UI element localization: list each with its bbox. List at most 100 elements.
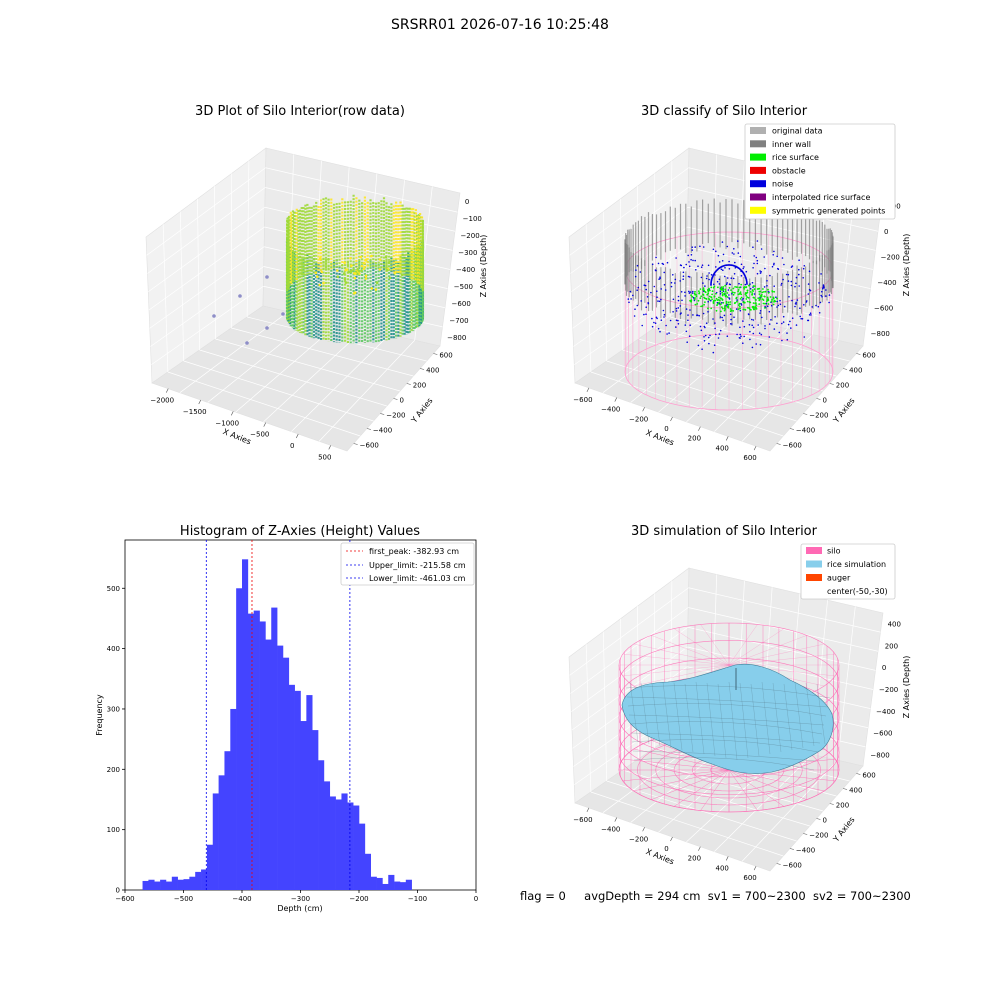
noise-point [773,263,775,266]
noise-point [764,325,766,327]
rice-surface-point [749,291,752,293]
noise-point [803,265,806,267]
xtick-label: 0 [664,845,668,853]
noise-point [684,295,686,297]
noise-point [697,344,700,347]
noise-point [687,275,690,278]
xtick-mark [614,397,618,402]
rice-surface-point [716,304,718,307]
noise-point [749,338,751,341]
noise-point [803,304,805,306]
ytick-mark [406,383,411,385]
grid-line [291,334,390,432]
xtick-mark [642,827,645,832]
ytick-mark [789,848,795,850]
noise-point [698,314,700,317]
rice-surface-point [752,285,755,287]
rice-surface-point [750,309,752,311]
noise-point [760,271,762,273]
noise-point [780,282,783,285]
ztick-label: −600 [874,304,893,312]
hist-bar [259,621,266,890]
grid-line [214,186,216,340]
noise-point [656,296,658,299]
noise-point [756,259,759,262]
hist-xtick-label: −600 [115,895,134,903]
rice-surface-point [700,305,702,308]
hist-ytick-label: 0 [116,887,120,895]
noise-point [743,266,745,268]
hist-bar [247,613,254,890]
noise-point [715,333,717,336]
noise-point [809,289,812,292]
plot2-legend-box [744,123,896,220]
noise-point [674,278,677,281]
noise-point [645,288,647,291]
noise-point [675,310,678,312]
hist-bar [312,730,319,890]
plot1-xlabel: X Axies [222,427,253,446]
noise-point [739,309,742,312]
noise-point [742,267,744,270]
surface-mesh [625,685,831,699]
rice-surface-point [717,286,719,289]
hist-bar [165,881,173,890]
xtick-mark [614,817,618,822]
legend-lower-limit: Lower_limit: -461.03 cm [369,574,466,583]
rice-surface-point [747,296,750,299]
ytick-mark [856,773,861,775]
hist-ytick-label: 400 [107,645,120,653]
xtick-label: 500 [318,453,331,461]
rice-point [343,261,347,265]
xtick-mark [670,836,673,842]
silo-floor-spoke [633,769,730,792]
rice-point [318,257,322,260]
noise-point [759,272,762,274]
surface-mesh [783,683,793,751]
grid-line [606,780,797,842]
legend-swatch [750,140,766,148]
rice-surface-point [703,290,706,293]
rice-surface-point [773,290,776,293]
noise-point [697,265,699,268]
noise-point [765,302,768,305]
xtick-mark [725,436,729,441]
grid-line [688,587,881,633]
hist-bar [189,876,196,890]
noise-point [721,316,723,319]
rice-surface-point [774,300,777,303]
grid-line [162,224,169,373]
noise-point [798,285,800,287]
noise-point [663,271,665,274]
rice-surface-point [690,294,692,297]
surface-mesh [706,682,716,757]
rice-surface-point [699,297,702,299]
ytick-mark [776,863,781,865]
noise-point [659,276,661,279]
noise-point [751,346,754,349]
rice-surface-point [691,295,694,298]
silo-top-spoke [728,635,807,666]
rice-surface-point [704,301,706,303]
noise-point [722,253,725,256]
rice-surface-point [751,292,754,294]
noise-point [672,298,675,301]
noise-point [715,266,717,268]
noise-point [740,335,742,338]
silo-floor-spoke [633,748,730,771]
rice-point [362,261,366,265]
hist-ytick-label: 200 [107,766,120,774]
rice-surface-point [718,296,720,299]
rice-surface-point [754,285,756,287]
noise-point [782,321,785,323]
hist-bar [236,588,243,890]
silo-top-spoke [633,643,730,666]
status-flag: flag = 0 [520,889,566,903]
noise-point [791,265,794,267]
grid-line [569,167,689,256]
xtick-label: −600 [573,396,592,404]
noise-point [666,333,668,335]
noise-point [781,339,783,342]
surface-mesh [629,681,639,743]
rice-surface-point [755,306,757,309]
